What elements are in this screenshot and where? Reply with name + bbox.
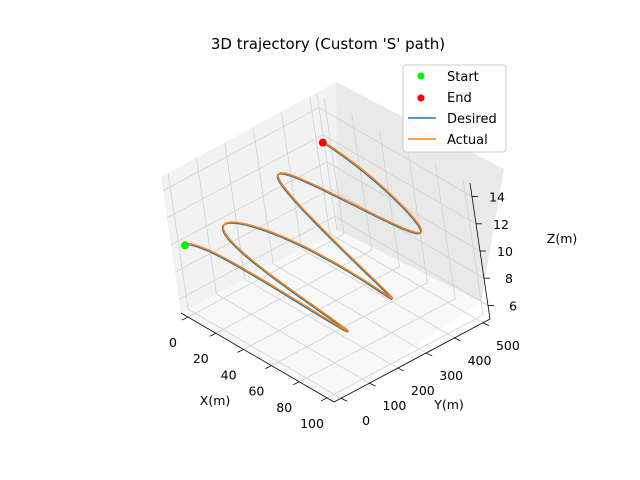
actual-series-line — [185, 141, 423, 332]
z-tick-label: 14 — [489, 190, 505, 205]
x-axis-label: X(m) — [200, 393, 231, 408]
x-tick-mark — [293, 381, 300, 386]
grid-line-z — [174, 188, 332, 273]
y-tick-mark — [426, 352, 433, 357]
x-axis-line — [180, 312, 335, 403]
grid-line-y — [216, 293, 370, 384]
z-tick-label: 12 — [493, 217, 509, 232]
y-axis-line — [333, 318, 491, 403]
y-tick-mark — [482, 322, 490, 327]
x-tick-label: 20 — [193, 351, 209, 366]
y-tick-label: 100 — [383, 398, 407, 413]
z-tick-label: 6 — [509, 298, 517, 313]
legend-end-swatch — [417, 94, 425, 102]
chart-title: 3D trajectory (Custom 'S' path) — [211, 35, 445, 53]
grid-line-z — [330, 188, 485, 279]
x-tick-mark — [209, 332, 216, 337]
x-tick-label: 100 — [300, 416, 324, 431]
y-tick-mark — [369, 382, 376, 387]
grid-line-x — [271, 282, 428, 366]
grid-line-z — [178, 216, 336, 300]
z-tick-label: 8 — [505, 271, 513, 286]
x-tick-mark — [181, 316, 189, 321]
x-tick-mark — [237, 349, 244, 353]
z-axis-label: Z(m) — [547, 231, 578, 246]
z-tick-label: 10 — [497, 244, 513, 259]
left-pane — [161, 82, 337, 313]
grid-line-x — [326, 314, 484, 399]
legend-start-swatch — [417, 72, 425, 80]
start-marker — [181, 241, 190, 250]
legend-actual-label: Actual — [447, 133, 488, 148]
axis-lines — [180, 182, 494, 403]
grid-line-z — [322, 134, 477, 225]
grid-line-x — [299, 298, 456, 383]
y-tick-label: 200 — [411, 383, 435, 398]
legend: Start End Desired Actual — [402, 64, 507, 153]
x-tick-label: 40 — [221, 367, 237, 382]
x-tick-label: 0 — [169, 335, 177, 350]
x-tick-mark — [320, 397, 328, 402]
legend-frame — [402, 64, 507, 153]
grid-line-z — [318, 107, 473, 197]
pane-edge — [316, 93, 338, 231]
grid-line-y — [329, 233, 484, 324]
desired-series-line — [184, 141, 422, 333]
grid-line-z — [334, 216, 489, 306]
y-tick-label: 500 — [496, 338, 520, 353]
grid-line-z — [162, 107, 320, 191]
grid-line-z — [170, 161, 328, 246]
legend-start-label: Start — [447, 70, 479, 85]
grid-line-y — [244, 278, 399, 369]
y-tick-mark — [454, 337, 461, 342]
right-pane — [336, 82, 504, 302]
legend-end-label: End — [447, 91, 472, 106]
grid-line-y — [272, 263, 427, 354]
x-tick-label: 60 — [248, 384, 264, 399]
x-tick-mark — [265, 365, 272, 369]
grid-line-z — [166, 134, 324, 219]
y-tick-mark — [397, 367, 404, 372]
y-axis-label: Y(m) — [433, 397, 464, 412]
y-tick-label: 0 — [362, 413, 370, 428]
legend-desired-label: Desired — [447, 112, 497, 127]
floor-pane — [181, 230, 481, 402]
y-tick-mark — [340, 397, 348, 402]
grid-line-y — [301, 248, 455, 339]
y-tick-label: 400 — [468, 353, 492, 368]
grid-line-x — [187, 233, 345, 318]
grid-line-y — [187, 308, 342, 399]
grid-lines — [162, 93, 489, 399]
x-tick-label: 80 — [276, 400, 292, 415]
tick-labels: 0 20 40 60 80 100 0 100 200 300 400 500 6 8 10 12 14 — [169, 190, 520, 431]
end-marker — [318, 138, 327, 147]
y-tick-label: 300 — [439, 368, 463, 383]
